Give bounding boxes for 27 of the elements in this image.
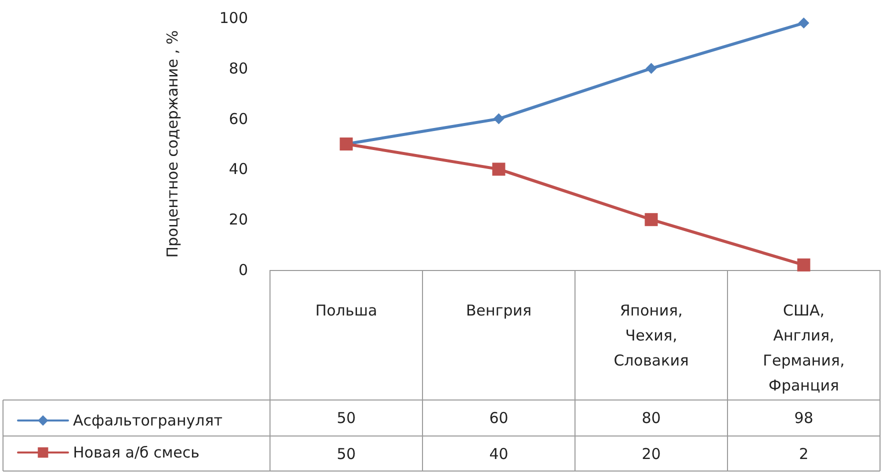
point [798,18,810,29]
y-tick-label: 100 [219,9,248,27]
data-label: 20 [642,445,661,463]
legend-label: Асфальтогранулят [73,412,223,430]
y-axis-title: Процентное содержание , % [164,30,182,258]
point [492,162,506,176]
x-tick-label: Польша [315,302,378,320]
x-tick-label: Венгрия [466,302,532,320]
data-label: 50 [336,445,356,463]
data-label: 40 [489,445,508,463]
point [797,258,810,272]
point [493,113,504,124]
data-label: 80 [642,409,661,427]
x-tick-label: Япония, Чехия, Словакия [614,302,689,370]
data-label: 98 [794,409,814,427]
data-label: 50 [336,409,356,427]
point [644,213,658,226]
y-tick-label: 60 [228,110,248,128]
x-tick-label: США, Англия, Германия, Франция [762,302,845,394]
y-tick-label: 0 [238,261,248,279]
legend-label: Новая а/б смесь [73,444,200,462]
point [646,62,657,74]
data-label: 2 [798,445,809,463]
data-label: 60 [489,409,508,427]
y-tick-label: 20 [228,210,248,229]
y-tick-label: 40 [228,160,248,178]
y-tick-label: 80 [228,59,248,78]
